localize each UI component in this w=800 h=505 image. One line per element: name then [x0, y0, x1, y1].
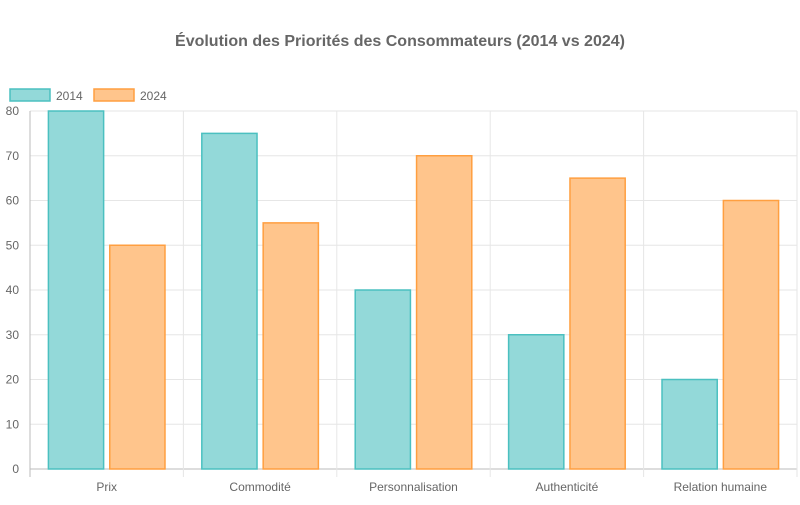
- legend: 2014 2024: [9, 88, 167, 103]
- chart-title: Évolution des Priorités des Consommateur…: [175, 31, 625, 50]
- bar-2024-4: [722, 199, 780, 470]
- x-tick-label: Authenticité: [536, 480, 599, 494]
- y-tick-label: 20: [6, 373, 20, 387]
- y-tick-label: 40: [6, 283, 20, 297]
- bar-2024-0: [109, 244, 166, 470]
- y-tick-label: 60: [6, 194, 20, 208]
- y-tick-label: 10: [6, 417, 20, 431]
- bar-2014-1: [201, 132, 258, 470]
- y-tick-label: 30: [6, 328, 20, 342]
- axes: 0 10 20 30 40 50 60 70 80 Prix Commodité Personnali…: [6, 104, 768, 494]
- y-tick-label: 50: [6, 238, 20, 252]
- legend-label: 2014: [56, 89, 83, 103]
- bar-2024-1: [262, 222, 320, 470]
- bar-2024-3: [569, 177, 626, 470]
- x-tick-label: Prix: [96, 480, 117, 494]
- bar-2014-4: [661, 378, 718, 470]
- legend-swatch-2024: [93, 88, 135, 102]
- legend-label: 2024: [140, 89, 167, 103]
- legend-swatch-2014: [9, 88, 51, 102]
- y-tick-label: 70: [6, 149, 20, 163]
- bar-2024-2: [415, 155, 473, 470]
- bar-2014-2: [354, 289, 412, 470]
- x-tick-label: Relation humaine: [674, 480, 768, 494]
- y-tick-label: 80: [6, 104, 20, 118]
- x-tick-label: Commodité: [229, 480, 291, 494]
- y-tick-label: 0: [12, 462, 19, 476]
- bar-2014-0: [47, 110, 105, 470]
- x-tick-label: Personnalisation: [369, 480, 458, 494]
- bar-2014-3: [507, 334, 565, 470]
- bars: [47, 110, 780, 470]
